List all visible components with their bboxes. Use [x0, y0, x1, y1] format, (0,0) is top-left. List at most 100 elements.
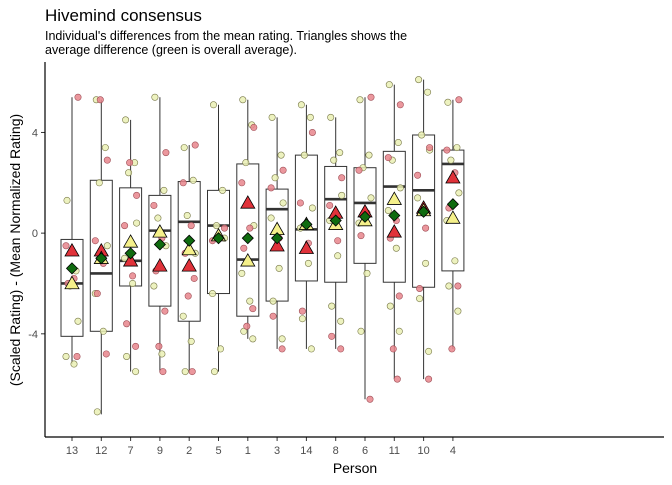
- data-point-yellow: [219, 186, 227, 194]
- person-group-4: [441, 96, 465, 353]
- data-point-red: [414, 171, 422, 179]
- data-point-yellow: [238, 269, 246, 277]
- data-point-yellow: [246, 297, 254, 305]
- person-group-2: [177, 141, 201, 376]
- person-group-1: [236, 96, 260, 343]
- x-tick-label: 1: [245, 445, 251, 457]
- data-point-yellow: [62, 352, 70, 360]
- data-point-yellow: [74, 317, 82, 325]
- data-point-yellow: [279, 199, 287, 207]
- data-point-red: [150, 201, 158, 209]
- data-point-red: [179, 179, 187, 187]
- average-triangle-yellow: [445, 210, 461, 224]
- data-point-yellow: [356, 96, 364, 104]
- data-point-yellow: [63, 196, 71, 204]
- y-tick-label: -4: [28, 329, 38, 341]
- average-triangle-red: [181, 258, 197, 272]
- box: [324, 165, 348, 283]
- x-tick-label: 2: [186, 445, 192, 457]
- data-point-yellow: [338, 191, 346, 199]
- x-tick-label: 11: [389, 445, 400, 457]
- data-point-yellow: [453, 144, 461, 152]
- data-point-red: [126, 159, 134, 167]
- person-group-12: [89, 96, 113, 416]
- overall-average-diamond: [300, 218, 313, 231]
- overall-average-diamond: [95, 252, 108, 265]
- average-triangle-yellow: [386, 191, 402, 205]
- data-point-red: [133, 191, 141, 199]
- data-point-yellow: [275, 264, 283, 272]
- data-point-red: [269, 312, 277, 320]
- data-point-yellow: [129, 279, 137, 287]
- data-point-yellow: [454, 307, 462, 315]
- data-point-yellow: [267, 214, 275, 222]
- average-triangle-red: [269, 237, 285, 252]
- data-point-red: [384, 154, 392, 162]
- data-point-yellow: [365, 151, 373, 159]
- data-point-yellow: [217, 345, 225, 353]
- data-point-yellow: [93, 408, 101, 416]
- data-point-yellow: [211, 368, 219, 376]
- data-point-yellow: [278, 335, 286, 343]
- axes: 13 12 7 9 2 5 1 3 14 8 6 11 10 4-404: [28, 62, 664, 457]
- data-point-yellow: [150, 282, 158, 290]
- data-point-red: [326, 201, 334, 209]
- x-tick-label: 5: [215, 445, 221, 457]
- data-point-yellow: [392, 244, 400, 252]
- data-point-red: [184, 292, 192, 300]
- data-point-red: [102, 350, 110, 358]
- data-point-red: [62, 242, 70, 250]
- x-tick-label: 4: [450, 445, 456, 457]
- data-point-yellow: [445, 282, 453, 290]
- data-point-yellow: [268, 113, 276, 121]
- data-point-red: [426, 144, 434, 152]
- data-point-yellow: [328, 302, 336, 310]
- x-tick-label: 3: [274, 445, 280, 457]
- data-point-red: [389, 345, 397, 353]
- person-group-11: [382, 81, 406, 383]
- data-point-red: [328, 332, 336, 340]
- data-point-red: [132, 342, 140, 350]
- person-group-5: [207, 101, 230, 376]
- data-point-yellow: [181, 368, 189, 376]
- average-triangle-yellow: [64, 275, 80, 290]
- data-point-red: [279, 166, 287, 174]
- average-triangle-red: [152, 258, 168, 272]
- person-group-14: [294, 101, 318, 353]
- data-point-yellow: [386, 302, 394, 310]
- data-point-yellow: [357, 327, 365, 335]
- data-point-yellow: [187, 337, 195, 345]
- average-triangle-red: [122, 253, 139, 267]
- box: [148, 194, 172, 307]
- average-triangle-yellow: [152, 224, 168, 238]
- data-point-yellow: [213, 222, 221, 230]
- average-triangle-red: [240, 195, 256, 209]
- data-point-red: [308, 128, 316, 136]
- data-point-yellow: [416, 295, 424, 303]
- data-point-yellow: [183, 212, 191, 220]
- data-point-red: [221, 224, 229, 232]
- data-point-red: [159, 368, 167, 376]
- data-point-yellow: [424, 88, 432, 96]
- data-point-yellow: [422, 259, 430, 267]
- average-triangle-yellow: [240, 253, 256, 267]
- overall-average-diamond: [183, 234, 196, 247]
- data-point-red: [190, 274, 198, 282]
- data-point-yellow: [160, 186, 168, 194]
- data-point-yellow: [367, 194, 375, 202]
- data-point-red: [187, 222, 195, 230]
- x-tick-label: 10: [417, 445, 429, 457]
- data-point-red: [91, 237, 99, 245]
- data-point-yellow: [418, 131, 426, 139]
- box: [207, 189, 230, 295]
- data-point-red: [298, 307, 306, 315]
- overall-average-diamond: [329, 214, 342, 227]
- data-point-yellow: [95, 179, 103, 187]
- data-point-yellow: [240, 327, 248, 335]
- data-point-yellow: [269, 297, 277, 305]
- data-point-yellow: [249, 335, 257, 343]
- data-point-yellow: [179, 312, 187, 320]
- data-point-red: [357, 232, 365, 240]
- data-point-yellow: [330, 156, 338, 164]
